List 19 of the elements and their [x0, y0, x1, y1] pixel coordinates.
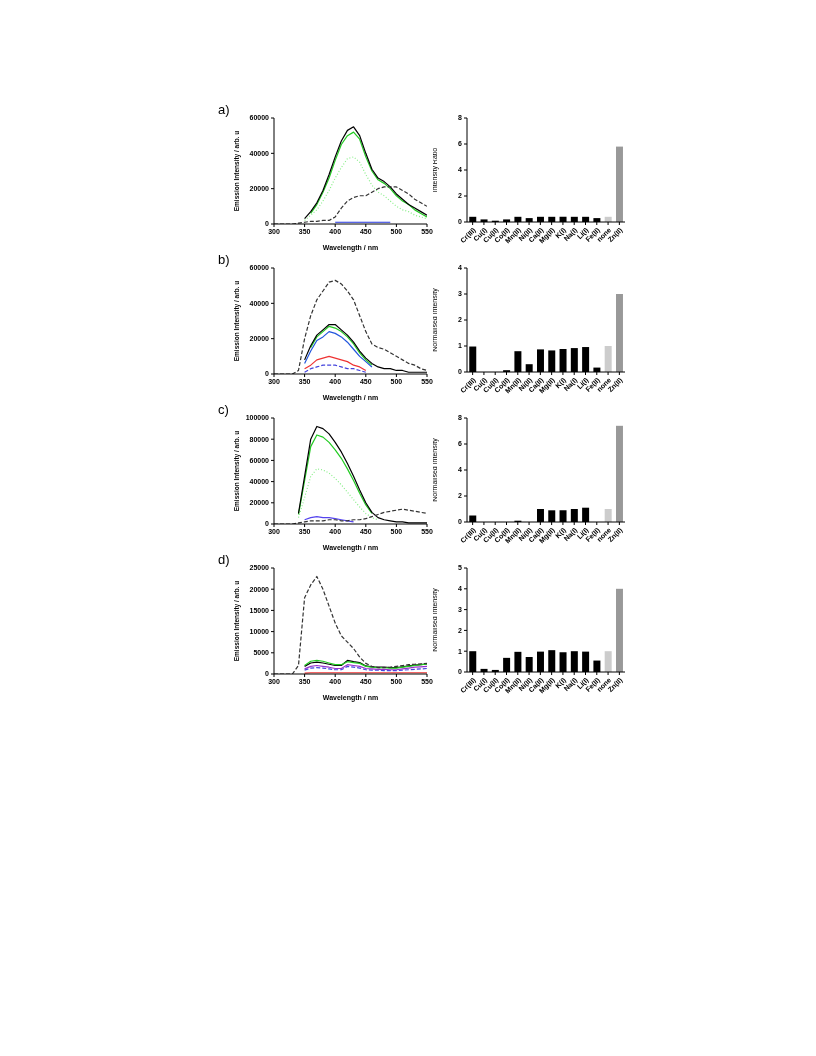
bar [615, 425, 623, 522]
bar [604, 509, 612, 522]
chart-title: a) [218, 102, 230, 117]
bar [615, 588, 623, 672]
line-series [304, 659, 427, 669]
chart-title: d) [218, 552, 230, 567]
chart-title: c) [218, 402, 229, 417]
line-series [304, 331, 373, 368]
line-series [310, 325, 373, 366]
bar [604, 651, 612, 672]
chart-title: b) [218, 252, 230, 267]
bar [604, 346, 612, 372]
line-series [304, 156, 427, 222]
line-series [304, 355, 367, 372]
line-series [304, 364, 367, 373]
line-series [297, 468, 379, 521]
bar [615, 146, 623, 222]
bar [615, 294, 623, 372]
line-series [297, 434, 373, 516]
